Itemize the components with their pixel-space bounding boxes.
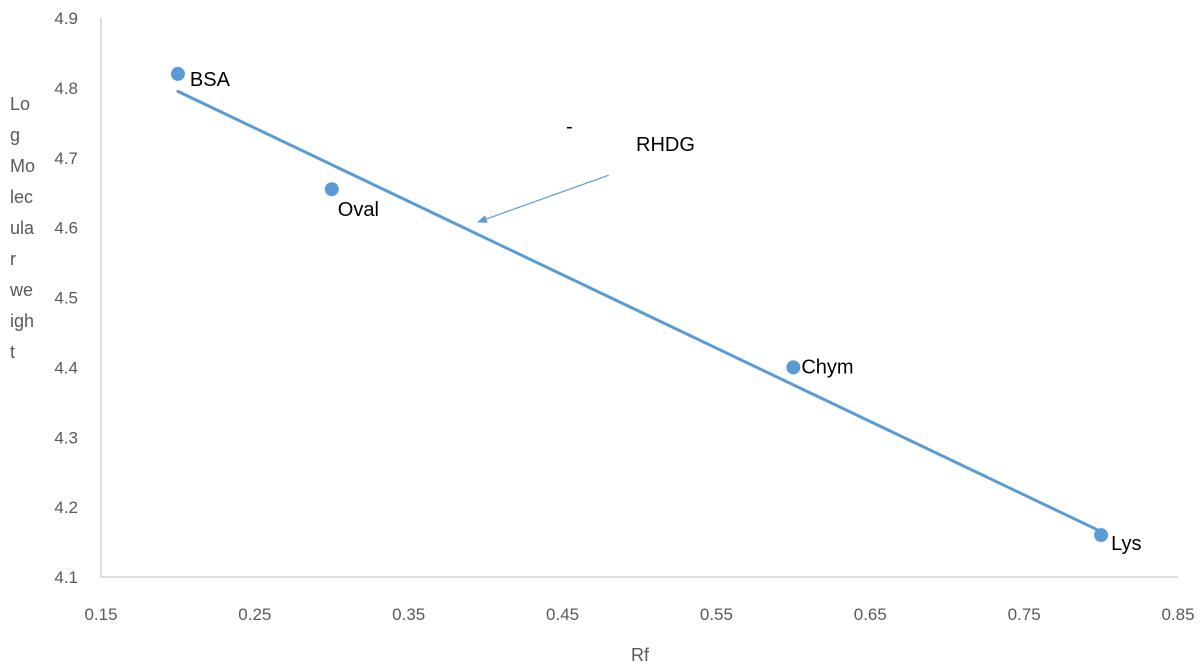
y-tick-labels: 4.1 4.2 4.3 4.4 4.5 4.6 4.7 4.8 4.9 xyxy=(54,9,78,587)
data-label-oval: Oval xyxy=(338,199,379,221)
y-tick-label: 4.6 xyxy=(54,219,78,238)
trendline xyxy=(176,89,1103,534)
annotation-arrow xyxy=(477,174,609,223)
y-tick-label: 4.4 xyxy=(54,358,78,377)
y-tick-label: 4.2 xyxy=(54,498,78,517)
x-tick-label: 0.25 xyxy=(238,605,271,624)
x-tick-label: 0.45 xyxy=(546,605,579,624)
x-tick-label: 0.55 xyxy=(700,605,733,624)
x-tick-label: 0.85 xyxy=(1161,605,1194,624)
y-tick-label: 4.8 xyxy=(54,79,78,98)
x-tick-label: 0.65 xyxy=(854,605,887,624)
y-tick-label: 4.7 xyxy=(54,149,78,168)
data-label-lys: Lys xyxy=(1111,533,1141,555)
x-tick-label: 0.75 xyxy=(1008,605,1041,624)
x-tick-label: 0.35 xyxy=(392,605,425,624)
x-tick-label: 0.15 xyxy=(84,605,117,624)
y-tick-label: 4.5 xyxy=(54,289,78,308)
point-labels: BSA Oval Chym Lys xyxy=(190,69,1142,555)
x-axis-title: Rf xyxy=(631,645,650,665)
data-points xyxy=(170,66,1109,543)
data-point-lys xyxy=(1094,528,1109,543)
data-point-chym xyxy=(786,360,801,375)
annotation-dash: - xyxy=(566,116,573,138)
data-label-bsa: BSA xyxy=(190,69,231,91)
data-point-oval xyxy=(324,182,339,197)
annotation-rhdg: RHDG xyxy=(636,134,695,156)
data-label-chym: Chym xyxy=(801,356,853,378)
y-tick-label: 4.3 xyxy=(54,428,78,447)
y-axis-title: Lo g Mo lec ula r we igh t xyxy=(9,94,35,362)
y-tick-label: 4.1 xyxy=(54,568,78,587)
x-tick-labels: 0.15 0.25 0.35 0.45 0.55 0.65 0.75 0.85 xyxy=(84,605,1194,624)
y-tick-label: 4.9 xyxy=(54,9,78,28)
data-point-bsa xyxy=(170,66,185,81)
